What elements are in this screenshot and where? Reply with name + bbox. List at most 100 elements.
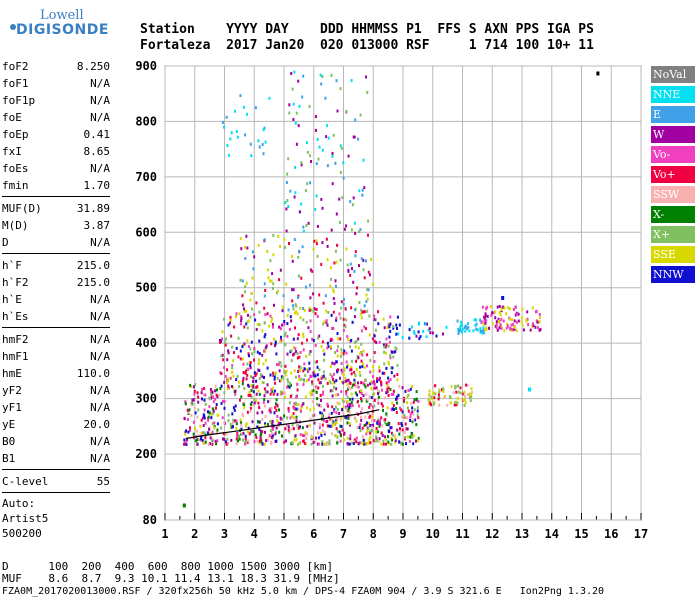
echo-point bbox=[357, 442, 360, 446]
auto-line: 500200 bbox=[2, 527, 42, 540]
echo-point bbox=[394, 350, 397, 354]
echo-point bbox=[360, 418, 363, 422]
echo-point bbox=[417, 436, 420, 440]
echo-point bbox=[242, 431, 245, 435]
y-tick-label: 900 bbox=[135, 59, 157, 73]
echo-point bbox=[247, 426, 250, 430]
echo-point bbox=[538, 313, 541, 316]
echo-point bbox=[220, 426, 223, 430]
echo-point bbox=[244, 371, 247, 375]
echo-point bbox=[318, 403, 321, 407]
echo-point bbox=[332, 310, 335, 314]
echo-point bbox=[396, 373, 399, 377]
echo-point bbox=[531, 306, 534, 310]
echo-point bbox=[302, 348, 305, 352]
echo-point bbox=[291, 259, 294, 263]
echo-point bbox=[521, 323, 524, 327]
echo-point bbox=[306, 150, 309, 154]
echo-point bbox=[348, 381, 351, 385]
echo-point bbox=[269, 392, 272, 396]
echo-point bbox=[476, 328, 479, 332]
echo-point bbox=[293, 238, 296, 241]
echo-point bbox=[434, 392, 437, 396]
echo-point bbox=[340, 425, 343, 428]
echo-point bbox=[394, 436, 397, 440]
echo-point bbox=[201, 397, 203, 401]
echo-point bbox=[494, 316, 497, 320]
echo-point bbox=[413, 398, 416, 402]
echo-point bbox=[190, 403, 193, 407]
echo-point bbox=[303, 441, 306, 445]
echo-point bbox=[244, 442, 247, 446]
echo-point bbox=[200, 437, 202, 441]
echo-point bbox=[236, 375, 239, 378]
echo-point bbox=[342, 161, 345, 165]
echo-point bbox=[340, 390, 343, 394]
echo-point bbox=[508, 317, 511, 321]
echo-point bbox=[258, 406, 261, 410]
echo-point bbox=[310, 434, 313, 438]
echo-point bbox=[320, 398, 322, 402]
echo-point bbox=[203, 414, 206, 418]
echo-point bbox=[323, 442, 326, 446]
echo-point bbox=[367, 270, 370, 274]
echo-point bbox=[253, 401, 256, 405]
echo-point bbox=[337, 393, 340, 397]
echo-point bbox=[318, 381, 321, 385]
echo-point bbox=[249, 364, 252, 367]
echo-point bbox=[281, 323, 284, 327]
echo-point bbox=[199, 424, 202, 428]
echo-point bbox=[227, 379, 229, 383]
echo-point bbox=[298, 442, 301, 445]
echo-point bbox=[525, 318, 528, 322]
echo-point bbox=[271, 434, 274, 438]
echo-point bbox=[230, 131, 233, 135]
echo-point bbox=[321, 241, 324, 245]
param-value: N/A bbox=[90, 435, 110, 448]
echo-point bbox=[342, 317, 345, 321]
echo-point bbox=[287, 423, 289, 427]
echo-point bbox=[256, 350, 259, 354]
echo-point bbox=[412, 400, 415, 404]
echo-point bbox=[202, 424, 205, 427]
echo-point bbox=[332, 133, 335, 137]
echo-point bbox=[335, 316, 338, 320]
echo-point bbox=[263, 238, 266, 242]
echo-point bbox=[411, 420, 414, 424]
echo-point bbox=[242, 376, 245, 380]
echo-point bbox=[280, 375, 283, 379]
echo-point bbox=[283, 320, 286, 323]
param-row: hmF2 N/A bbox=[2, 331, 110, 348]
echo-point bbox=[281, 305, 284, 309]
echo-point bbox=[305, 355, 308, 358]
echo-point bbox=[287, 157, 290, 161]
echo-point bbox=[401, 428, 404, 432]
echo-point bbox=[279, 422, 282, 425]
echo-point bbox=[211, 430, 214, 434]
echo-point bbox=[517, 319, 520, 323]
echo-point bbox=[390, 442, 393, 446]
echo-point bbox=[380, 442, 383, 446]
echo-point bbox=[488, 326, 490, 330]
echo-point bbox=[252, 376, 255, 380]
echo-point bbox=[263, 398, 266, 401]
echo-point bbox=[366, 383, 369, 387]
echo-point bbox=[380, 383, 383, 387]
echo-point bbox=[322, 301, 325, 305]
echo-point bbox=[231, 385, 233, 388]
echo-point bbox=[263, 349, 265, 353]
echo-point bbox=[377, 430, 380, 434]
echo-point bbox=[329, 365, 332, 368]
echo-point bbox=[343, 400, 346, 404]
echo-point bbox=[294, 347, 297, 351]
echo-point bbox=[346, 421, 349, 425]
echo-point bbox=[308, 104, 311, 108]
echo-point bbox=[295, 111, 298, 115]
echo-point bbox=[361, 193, 364, 197]
param-row: foF1p N/A bbox=[2, 92, 110, 109]
echo-point bbox=[252, 430, 255, 433]
echo-point bbox=[481, 331, 484, 335]
echo-point bbox=[334, 351, 336, 354]
echo-point bbox=[359, 351, 362, 355]
echo-point bbox=[183, 442, 186, 446]
